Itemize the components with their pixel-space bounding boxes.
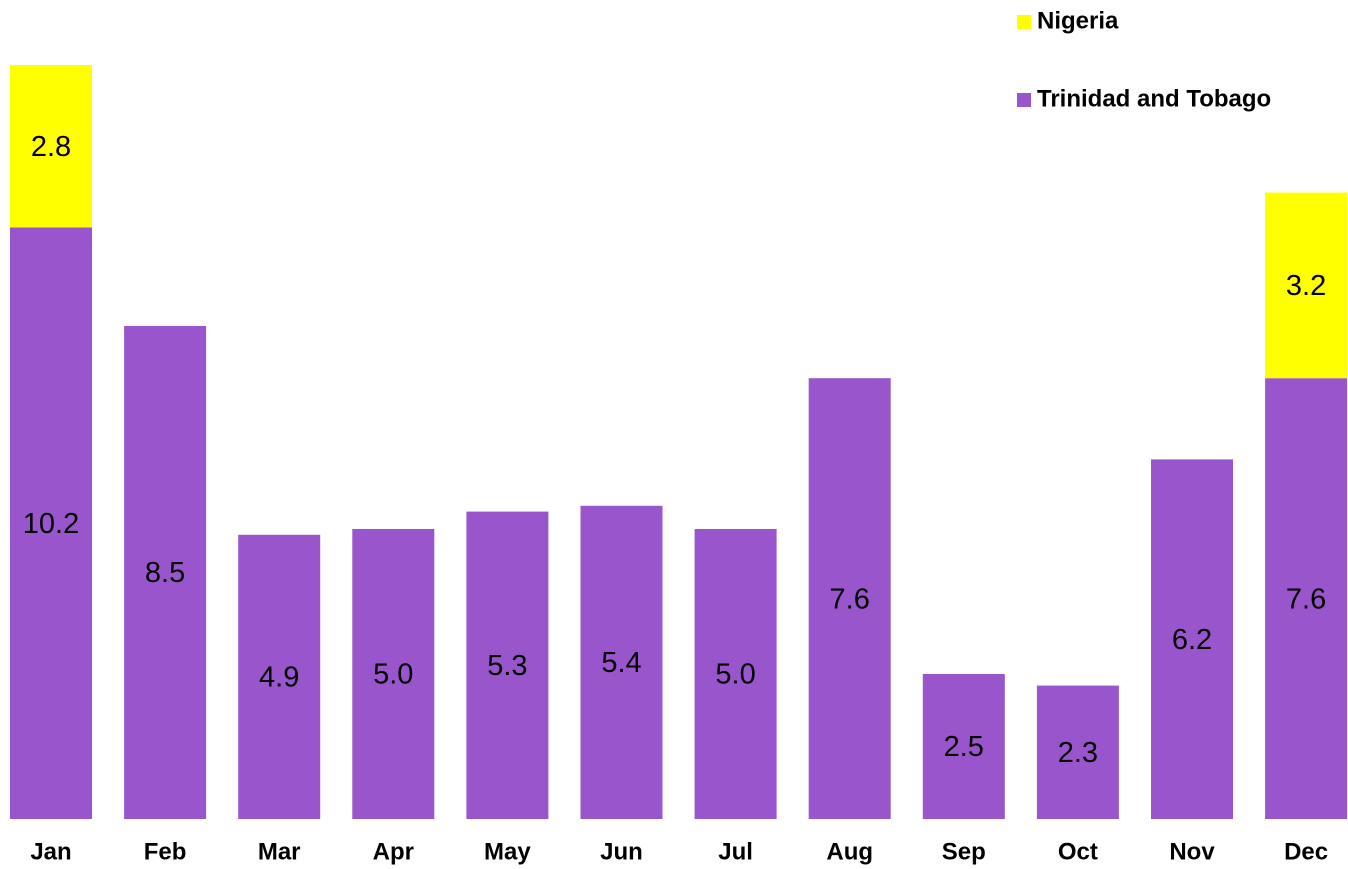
bar-segment [922,674,1005,819]
x-tick-label: Nov [1169,838,1215,865]
bar-segment [808,378,891,819]
x-tick-label: May [484,838,531,865]
x-tick-label: Apr [373,838,414,865]
x-tick-label: Oct [1058,838,1098,865]
bar-segment [238,534,321,819]
x-tick-label: Sep [942,838,986,865]
data-label: 2.5 [944,731,984,763]
data-label: 7.6 [1286,583,1326,615]
legend-label: Nigeria [1037,7,1119,34]
data-label: 5.0 [373,659,413,691]
legend-swatch [1017,15,1031,29]
bar-segment [10,65,92,228]
bar-segment [1265,378,1348,819]
x-tick-label: Jul [718,838,753,865]
data-label: 7.6 [830,583,870,615]
bar-segment [1265,192,1348,379]
x-tick-label: Feb [144,838,187,865]
data-label: 6.2 [1172,624,1212,656]
bar-segment [466,511,549,819]
data-label: 8.5 [145,557,185,589]
bar-segment [694,529,777,819]
bar-segment [352,529,435,819]
data-label: 2.3 [1058,737,1098,769]
data-label: 10.2 [23,508,79,540]
x-tick-label: Dec [1284,838,1328,865]
data-label: 3.2 [1286,270,1326,302]
bar-segment [1151,459,1233,819]
data-label: 4.9 [259,662,299,694]
bar-segment [580,505,663,819]
bar-segment [124,326,207,819]
x-tick-label: Jun [600,838,643,865]
data-label: 5.3 [487,650,527,682]
data-label: 2.8 [31,131,71,163]
legend-swatch [1017,93,1031,107]
bar-segment [1036,685,1119,819]
data-label: 5.4 [601,647,641,679]
x-tick-label: Jan [30,838,71,865]
x-tick-label: Mar [258,838,301,865]
legend-label: Trinidad and Tobago [1037,85,1271,112]
bar-segment [10,227,92,819]
x-tick-label: Aug [826,838,873,865]
data-label: 5.0 [715,659,755,691]
